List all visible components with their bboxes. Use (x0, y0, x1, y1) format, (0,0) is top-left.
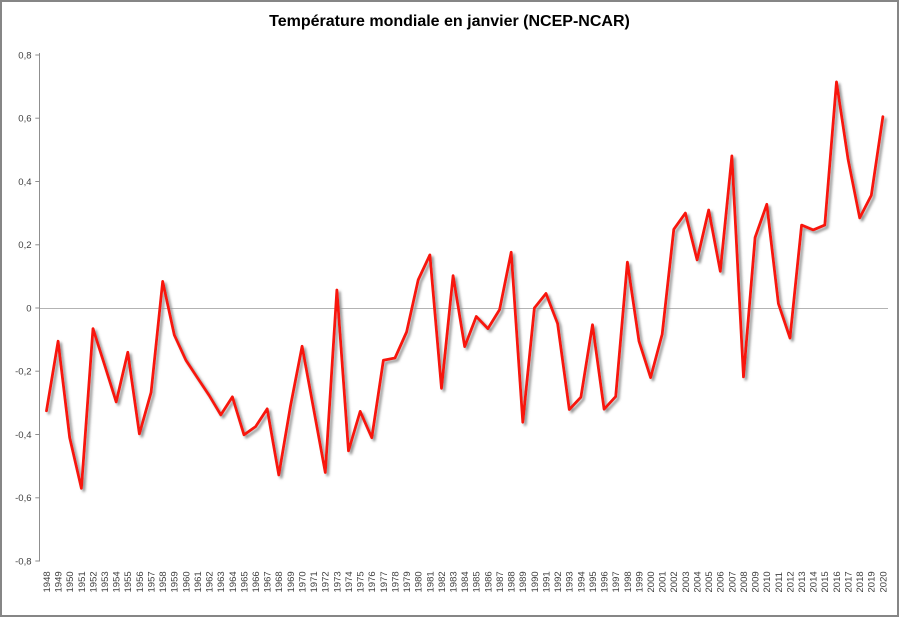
svg-text:1964: 1964 (228, 571, 239, 592)
svg-text:1998: 1998 (623, 571, 634, 592)
svg-text:1979: 1979 (402, 571, 413, 592)
svg-text:2015: 2015 (820, 571, 831, 592)
svg-text:1967: 1967 (263, 571, 274, 592)
svg-text:1982: 1982 (437, 571, 448, 592)
svg-text:2018: 2018 (855, 571, 866, 592)
svg-text:1999: 1999 (634, 571, 645, 592)
svg-text:1970: 1970 (298, 571, 309, 592)
svg-text:1966: 1966 (251, 571, 262, 592)
svg-text:1972: 1972 (321, 571, 332, 592)
svg-text:1997: 1997 (611, 571, 622, 592)
svg-text:1985: 1985 (472, 571, 483, 592)
svg-text:1960: 1960 (181, 571, 192, 592)
svg-text:1984: 1984 (460, 571, 471, 592)
svg-text:1953: 1953 (100, 571, 111, 592)
svg-text:0,4: 0,4 (18, 177, 31, 188)
svg-text:2013: 2013 (797, 571, 808, 592)
svg-text:1961: 1961 (193, 571, 204, 592)
svg-text:1951: 1951 (77, 571, 88, 592)
svg-text:1992: 1992 (553, 571, 564, 592)
svg-text:2017: 2017 (844, 571, 855, 592)
svg-text:2004: 2004 (693, 571, 704, 592)
svg-text:1975: 1975 (356, 571, 367, 592)
svg-text:0,2: 0,2 (18, 240, 31, 251)
svg-text:1963: 1963 (216, 571, 227, 592)
svg-text:0,8: 0,8 (18, 50, 31, 61)
svg-text:1983: 1983 (449, 571, 460, 592)
svg-text:1957: 1957 (147, 571, 158, 592)
svg-text:1952: 1952 (88, 571, 99, 592)
svg-text:1981: 1981 (425, 571, 436, 592)
svg-text:1971: 1971 (309, 571, 320, 592)
svg-text:1977: 1977 (379, 571, 390, 592)
svg-text:1959: 1959 (170, 571, 181, 592)
svg-text:2009: 2009 (751, 571, 762, 592)
svg-text:1948: 1948 (42, 571, 53, 592)
svg-text:2016: 2016 (832, 571, 843, 592)
svg-text:1969: 1969 (286, 571, 297, 592)
svg-text:1968: 1968 (274, 571, 285, 592)
svg-text:2014: 2014 (809, 571, 820, 592)
svg-text:2001: 2001 (658, 571, 669, 592)
svg-text:1988: 1988 (507, 571, 518, 592)
svg-text:-0,2: -0,2 (15, 367, 31, 378)
svg-text:2002: 2002 (669, 571, 680, 592)
svg-text:1958: 1958 (158, 571, 169, 592)
svg-text:1980: 1980 (414, 571, 425, 592)
svg-text:1974: 1974 (344, 571, 355, 592)
svg-text:1976: 1976 (367, 571, 378, 592)
svg-text:2019: 2019 (867, 571, 878, 592)
svg-text:1993: 1993 (565, 571, 576, 592)
svg-text:1991: 1991 (541, 571, 552, 592)
svg-text:1995: 1995 (588, 571, 599, 592)
svg-text:0,6: 0,6 (18, 114, 31, 125)
svg-text:0: 0 (26, 303, 31, 314)
svg-text:1989: 1989 (518, 571, 529, 592)
svg-text:1962: 1962 (205, 571, 216, 592)
svg-text:2012: 2012 (785, 571, 796, 592)
svg-text:2007: 2007 (727, 571, 738, 592)
svg-text:1986: 1986 (483, 571, 494, 592)
svg-text:1956: 1956 (135, 571, 146, 592)
svg-text:2006: 2006 (716, 571, 727, 592)
svg-text:1987: 1987 (495, 571, 506, 592)
svg-text:-0,6: -0,6 (15, 493, 31, 504)
svg-text:1965: 1965 (239, 571, 250, 592)
svg-text:2011: 2011 (774, 572, 785, 592)
svg-text:2003: 2003 (681, 571, 692, 592)
svg-text:2008: 2008 (739, 571, 750, 592)
svg-text:1954: 1954 (112, 571, 123, 592)
svg-text:1950: 1950 (65, 571, 76, 592)
svg-text:2010: 2010 (762, 571, 773, 592)
svg-text:1990: 1990 (530, 571, 541, 592)
svg-text:1994: 1994 (576, 571, 587, 592)
svg-text:1949: 1949 (54, 571, 65, 592)
svg-text:-0,4: -0,4 (15, 430, 31, 441)
svg-text:2000: 2000 (646, 571, 657, 592)
svg-text:1996: 1996 (600, 571, 611, 592)
svg-text:1955: 1955 (123, 571, 134, 592)
svg-text:1973: 1973 (332, 571, 343, 592)
svg-text:2005: 2005 (704, 571, 715, 592)
svg-text:2020: 2020 (878, 571, 889, 592)
svg-text:1978: 1978 (390, 571, 401, 592)
svg-text:-0,8: -0,8 (15, 556, 31, 567)
